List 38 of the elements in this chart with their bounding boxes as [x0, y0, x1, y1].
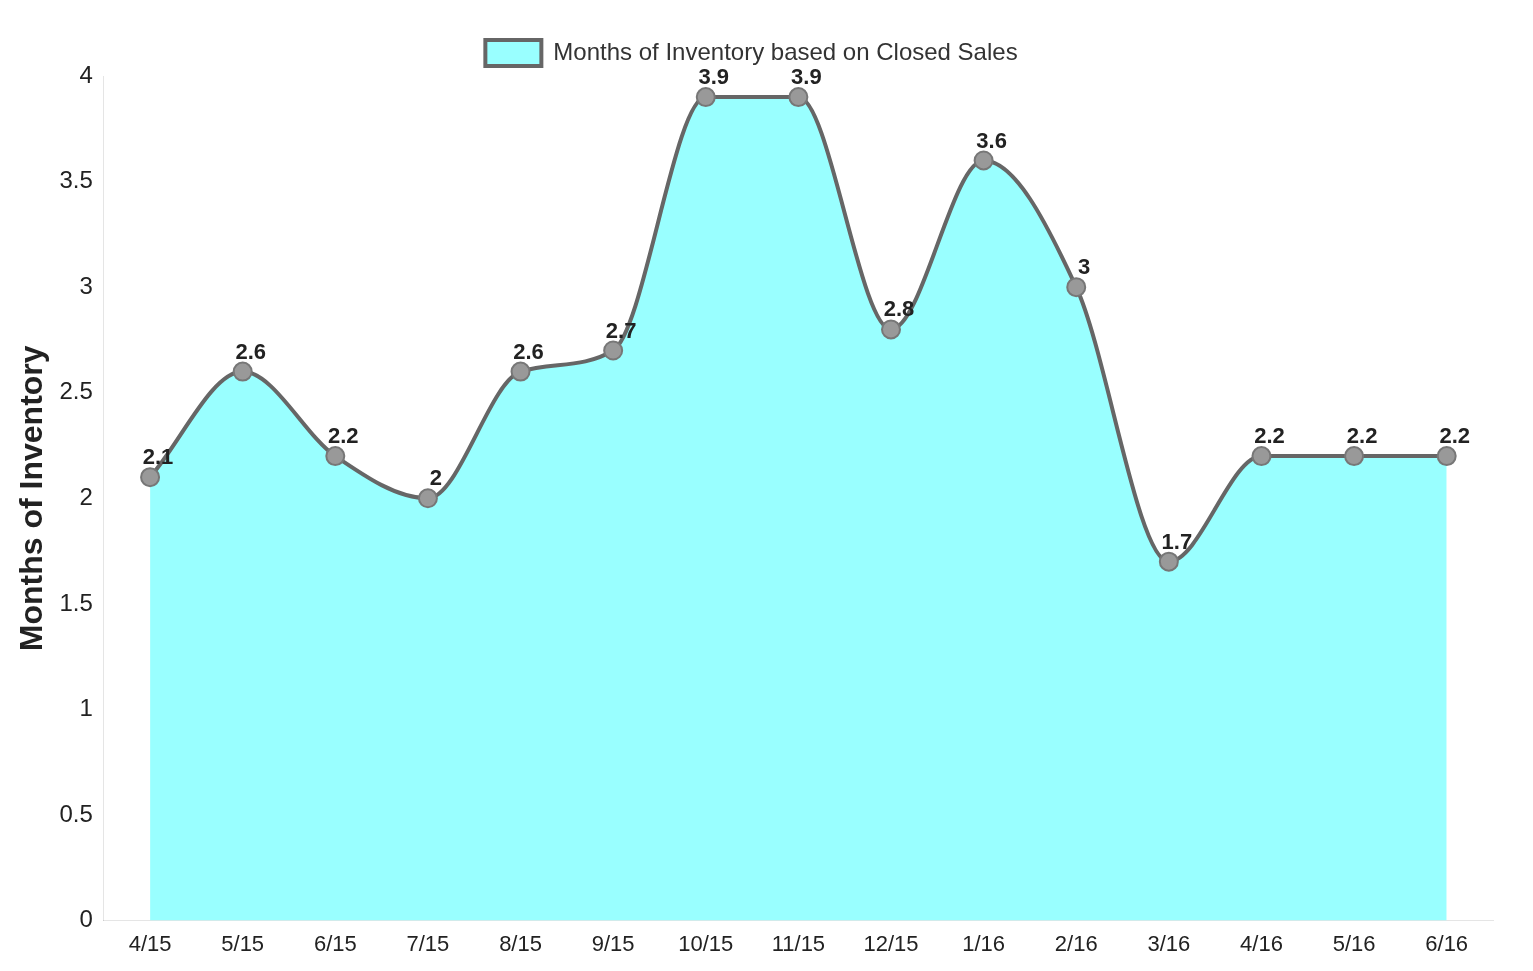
y-axis-title: Months of Inventory [13, 345, 50, 652]
data-label: 1.7 [1161, 528, 1193, 554]
x-tick-label: 11/15 [771, 930, 826, 956]
x-tick-label: 6/15 [313, 930, 357, 956]
y-tick-label: 3.5 [59, 166, 93, 194]
data-label: 3 [1078, 254, 1091, 280]
y-tick-label: 0 [79, 905, 93, 933]
data-label: 3.6 [976, 127, 1007, 153]
data-label: 2.2 [1346, 423, 1378, 449]
x-tick-label: 5/16 [1332, 930, 1376, 956]
data-label: 3.9 [791, 64, 822, 90]
y-tick-label: 1 [79, 694, 93, 722]
x-tick-label: 9/15 [591, 930, 635, 956]
data-label: 2.6 [513, 338, 544, 364]
y-tick-label: 0.5 [59, 799, 93, 827]
x-tick-label: 4/16 [1240, 930, 1283, 956]
x-tick-label: 1/16 [962, 930, 1006, 956]
x-tick-label: 7/15 [406, 930, 450, 956]
x-tick-label: 6/16 [1425, 930, 1469, 956]
data-label: 2.6 [235, 338, 266, 364]
x-tick-label: 12/15 [863, 930, 919, 956]
x-tick-label: 2/16 [1054, 930, 1098, 956]
x-tick-label: 8/15 [499, 930, 542, 956]
data-label: 2.2 [1254, 423, 1285, 449]
data-label: 2.2 [1439, 423, 1470, 449]
x-tick-label: 5/15 [221, 930, 265, 956]
y-tick-label: 2.5 [59, 377, 93, 405]
y-tick-label: 3 [79, 271, 93, 299]
x-tick-label: 3/16 [1147, 930, 1191, 956]
y-tick-label: 1.5 [59, 588, 93, 616]
y-tick-label: 4 [79, 60, 93, 88]
data-label: 3.9 [698, 64, 730, 90]
legend-label: Months of Inventory based on Closed Sales [553, 37, 1018, 65]
data-label: 2.2 [328, 423, 359, 449]
x-tick-label: 4/15 [128, 930, 172, 956]
y-tick-label: 2 [79, 482, 93, 510]
x-tick-label: 10/15 [678, 930, 734, 956]
data-label: 2 [429, 465, 443, 491]
